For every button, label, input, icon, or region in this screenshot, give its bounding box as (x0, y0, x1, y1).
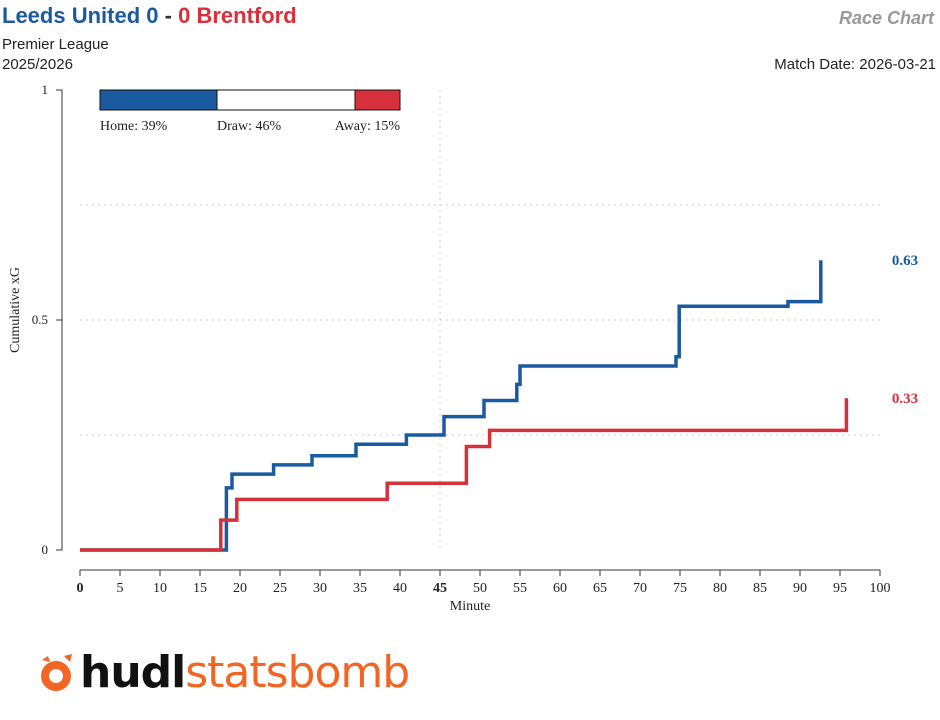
x-tick-label: 5 (117, 581, 124, 596)
logo-text-hudl: hudl (80, 647, 186, 698)
away-score: 0 (178, 3, 191, 28)
x-tick-label: 30 (313, 581, 327, 596)
home-score: 0 (146, 3, 159, 28)
score-separator: - (164, 3, 172, 28)
x-tick-label: 65 (593, 581, 607, 596)
home-probability-label: Home: 39% (100, 119, 168, 134)
draw-probability-label: Draw: 46% (217, 119, 281, 134)
statsbomb-logo-icon (41, 654, 72, 691)
home-probability-segment (99, 89, 218, 111)
grid-layer (80, 90, 880, 550)
away-team-name: Brentford (196, 3, 297, 28)
chart-name: Race Chart (838, 8, 934, 28)
x-tick-label: 45 (433, 581, 447, 596)
xg-series: 0.63 0.33 (80, 253, 918, 552)
home-final-xg-label: 0.63 (892, 253, 918, 269)
x-tick-label: 85 (753, 581, 767, 596)
race-chart: Home: 39% Draw: 46% Away: 15% 0 0.5 1 Cumulat… (8, 82, 918, 614)
x-tick-label: 20 (233, 581, 247, 596)
x-tick-label: 35 (353, 581, 367, 596)
x-tick-label: 0 (77, 581, 84, 596)
x-tick-label: 95 (833, 581, 847, 596)
y-tick-label: 0.5 (32, 312, 48, 327)
away-final-xg-label: 0.33 (892, 391, 918, 407)
hudl-statsbomb-logo: hudl statsbomb (34, 647, 410, 698)
competition-name: Premier League (2, 36, 109, 53)
x-tick-label: 50 (473, 581, 487, 596)
logo-text-statsbomb: statsbomb (185, 647, 410, 698)
home-xg-line (80, 260, 823, 552)
x-tick-label: 60 (553, 581, 567, 596)
x-tick-label: 25 (273, 581, 287, 596)
x-tick-label: 75 (673, 581, 687, 596)
home-team-name: Leeds United (2, 3, 141, 28)
season-label: 2025/2026 (2, 56, 73, 73)
y-tick-label: 0 (42, 542, 49, 557)
away-probability-segment (354, 89, 401, 111)
match-date: Match Date: 2026-03-21 (774, 56, 936, 73)
match-title: Leeds United 0 - 0 Brentford (2, 3, 297, 29)
y-tick-label: 1 (42, 82, 49, 97)
x-tick-label: 90 (793, 581, 807, 596)
x-tick-label: 40 (393, 581, 407, 596)
away-xg-line (80, 398, 849, 552)
x-tick-label: 70 (633, 581, 647, 596)
x-tick-label: 80 (713, 581, 727, 596)
win-probability-bar: Home: 39% Draw: 46% Away: 15% (99, 89, 401, 134)
x-tick-label: 100 (870, 581, 891, 596)
x-tick-label: 10 (153, 581, 167, 596)
y-axis-title: Cumulative xG (8, 267, 23, 353)
x-tick-label: 55 (513, 581, 527, 596)
away-probability-label: Away: 15% (335, 119, 401, 134)
draw-probability-segment (216, 89, 356, 111)
x-tick-label: 15 (193, 581, 207, 596)
axes: 0 0.5 1 Cumulative xG 0 5 10 15 20 25 30 35 40 45 50 55… (8, 82, 891, 614)
x-axis-title: Minute (450, 599, 490, 614)
